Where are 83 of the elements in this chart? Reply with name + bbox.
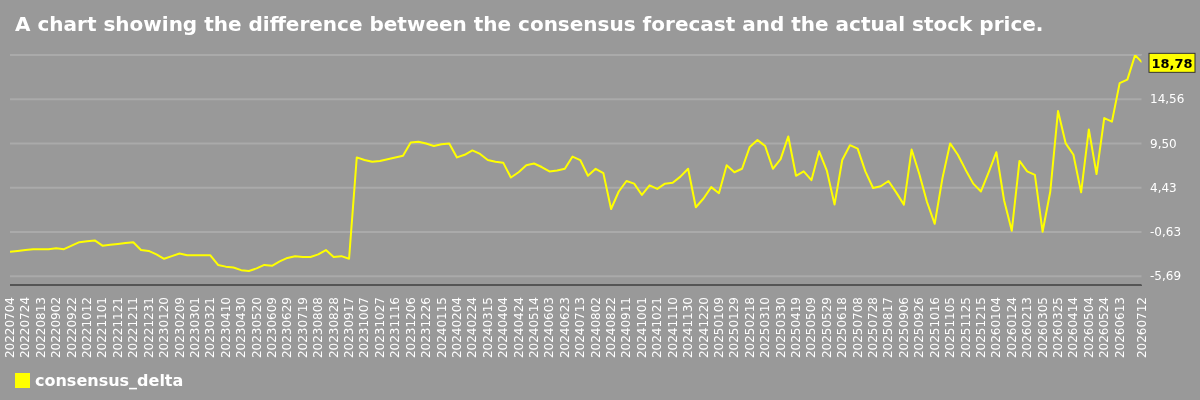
x-tick-label: 20260104 [989,297,1004,359]
legend-label: consensus_delta [35,371,184,390]
x-tick-label: 20260712 [1135,297,1149,359]
x-tick-label: 20231007 [357,297,372,359]
x-tick-label: 20240204 [449,297,464,359]
x-tick-label: 20221211 [126,297,141,359]
x-tick-label: 20230209 [172,297,187,359]
x-tick-label: 20251016 [927,297,942,359]
x-tick-label: 20240603 [542,297,557,359]
x-tick-label: 20220922 [64,297,79,359]
x-tick-label: 20231206 [403,297,418,359]
x-tick-label: 20240115 [434,297,449,359]
x-tick-label: 20220704 [3,297,17,359]
x-tick-label: 20220813 [33,297,48,359]
y-tick-label: 4,43 [1150,181,1177,195]
x-tick-label: 20251105 [943,297,958,359]
x-tick-label: 20250109 [711,297,726,359]
x-tick-label: 20250728 [866,297,881,359]
x-tick-label: 20231027 [372,297,387,359]
x-tick-label: 20260613 [1112,297,1127,359]
x-tick-label: 20241001 [634,297,649,359]
x-tick-label: 20250926 [912,297,927,359]
x-tick-label: 20240404 [496,297,511,359]
x-tick-label: 20231226 [419,297,434,359]
x-tick-label: 20230410 [218,297,233,359]
x-tick-label: 20260124 [1004,297,1019,359]
y-tick-label: -5,69 [1150,269,1182,284]
x-tick-label: 20260414 [1066,297,1081,359]
x-tick-label: 20230301 [187,297,202,359]
x-tick-label: 20221012 [80,297,95,359]
x-tick-label: 20220724 [18,297,33,359]
x-tick-label: 20250218 [742,297,757,359]
y-tick-label: 9,50 [1150,136,1177,151]
x-tick-label: 20250330 [773,297,788,359]
x-tick-label: 20250618 [835,297,850,359]
x-tick-label: 20230629 [280,297,295,359]
x-tick-label: 20250419 [789,297,803,359]
x-tick-label: 20240623 [557,297,572,359]
x-tick-label: 20230828 [326,297,341,359]
x-tick-label: 20260504 [1081,297,1096,359]
x-tick-label: 20260524 [1097,297,1112,359]
x-tick-label: 20250817 [881,297,896,359]
x-tick-label: 20240713 [573,297,588,359]
x-tick-label: 20250906 [896,297,911,359]
x-tick-label: 20230430 [234,297,249,359]
x-tick-label: 20240514 [527,297,541,359]
x-tick-label: 20250529 [819,297,834,359]
x-tick-label: 20250129 [727,297,742,359]
x-tick-label: 20250310 [758,297,773,359]
x-tick-label: 20230321 [203,297,218,359]
chart-title: A chart showing the difference between the consensus forecast and the actual stock price. [15,12,1044,36]
x-tick-label: 20231116 [388,297,403,359]
x-tick-label: 20230520 [249,297,264,359]
x-tick-label: 20250509 [804,297,819,359]
x-tick-label: 20240822 [604,297,619,359]
x-tick-label: 20240315 [480,297,495,359]
x-tick-label: 20241021 [650,297,665,359]
y-tick-label: -0,63 [1150,225,1182,240]
x-tick-label: 20230609 [265,297,279,359]
line-series [10,55,1142,273]
x-tick-label: 20260213 [1020,297,1035,359]
x-tick-label: 20221231 [141,297,156,359]
x-tick-label: 20251125 [958,297,973,359]
x-tick-label: 20241110 [665,297,680,359]
x-tick-label: 20220902 [49,297,64,359]
annotation: 18,78 [1151,55,1193,71]
y-tick-label: 14,56 [1150,92,1185,107]
x-tick-label: 20221101 [95,297,110,359]
x-tick-label: 20241130 [681,297,696,359]
x-tick-label: 20240224 [465,297,480,359]
x-tick-label: 20230120 [157,297,172,359]
x-tick-label: 20251215 [973,297,988,359]
x-tick-label: 20241220 [696,297,711,359]
x-tick-label: 20230808 [311,297,326,359]
x-tick-label: 20260305 [1035,297,1050,359]
x-tick-label: 20260325 [1051,297,1066,359]
x-tick-label: 20240911 [619,297,634,359]
x-tick-label: 20230719 [295,297,310,359]
x-tick-label: 20221121 [110,297,125,359]
x-tick-label: 20240802 [588,297,603,359]
x-tick-label: 20230917 [342,297,357,359]
x-tick-label: 20240424 [511,297,526,359]
x-tick-label: 20250708 [850,297,865,359]
